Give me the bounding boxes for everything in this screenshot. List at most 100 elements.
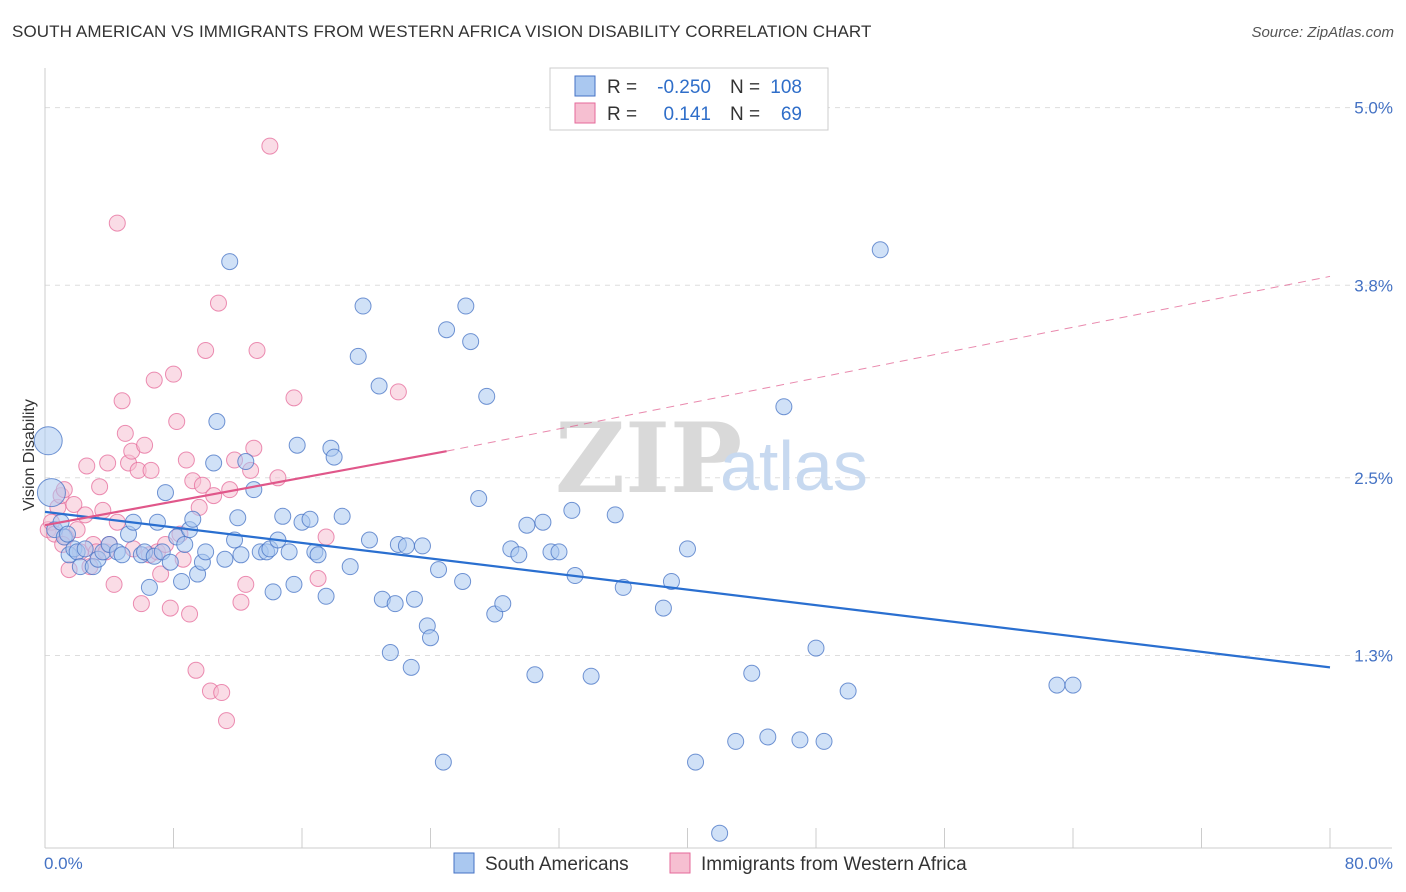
blue-point	[413, 537, 431, 555]
blue-point	[397, 537, 415, 555]
blue-point	[1048, 676, 1066, 694]
blue-point	[518, 516, 536, 534]
bottom-legend: South Americans Immigrants from Western …	[453, 852, 967, 875]
blue-point	[229, 509, 247, 527]
legend-n-label-pink: N =	[730, 104, 760, 125]
pink-point	[116, 424, 134, 442]
blue-point	[317, 587, 335, 605]
blue-point	[386, 595, 404, 613]
pink-point	[309, 570, 327, 587]
pink-point	[261, 137, 279, 155]
pink-point	[187, 661, 205, 679]
blue-point	[381, 644, 399, 662]
blue-point	[454, 572, 472, 590]
watermark: ZIP atlas	[555, 402, 868, 515]
pink-point	[76, 506, 94, 524]
blue-point	[354, 297, 372, 315]
pink-series-points	[39, 137, 407, 730]
pink-point	[165, 365, 182, 383]
blue-point	[871, 241, 889, 259]
blue-point	[173, 572, 191, 590]
trend-lines	[44, 275, 1331, 669]
blue-point	[759, 728, 777, 746]
blue-point	[232, 546, 250, 564]
blue-point	[176, 535, 194, 553]
pink-point	[181, 605, 199, 623]
blue-point	[33, 426, 63, 456]
blue-point	[422, 629, 439, 647]
blue-point	[237, 453, 255, 471]
pink-point	[197, 341, 215, 359]
pink-point	[248, 341, 266, 359]
x-tick-label-min: 0.0%	[44, 854, 83, 873]
blue-point	[526, 666, 544, 684]
legend-r-label-blue: R =	[607, 77, 637, 98]
pink-point	[213, 684, 231, 702]
blue-point	[216, 550, 234, 568]
blue-point	[274, 507, 292, 525]
blue-point	[36, 478, 66, 508]
blue-point	[679, 540, 696, 558]
y-tick-label: 1.3%	[1354, 647, 1393, 666]
blue-point	[360, 531, 378, 549]
pink-point	[193, 476, 211, 494]
blue-point	[341, 558, 359, 576]
blue-point	[534, 513, 552, 531]
blue-point	[76, 540, 94, 558]
blue-point	[285, 575, 303, 593]
blue-point	[197, 543, 215, 561]
blue-point	[563, 501, 581, 519]
blue-point	[654, 599, 672, 617]
pink-point	[168, 413, 186, 431]
blue-point	[434, 753, 452, 771]
pink-point	[132, 595, 150, 613]
pink-point	[145, 371, 163, 389]
bottom-legend-label-blue: South Americans	[485, 854, 629, 875]
blue-point	[280, 543, 298, 561]
pink-point	[136, 436, 154, 454]
pink-point	[78, 457, 96, 475]
blue-point	[301, 510, 319, 528]
blue-point	[264, 583, 282, 601]
pink-point	[317, 528, 335, 546]
blue-point	[1064, 676, 1082, 694]
pink-point	[232, 593, 250, 611]
blue-point	[430, 561, 448, 579]
blue-point	[58, 525, 76, 543]
blue-point	[184, 510, 202, 528]
legend-swatch-pink	[574, 102, 596, 124]
y-tick-labels: 1.3% 2.5% 3.8% 5.0%	[1354, 99, 1393, 666]
legend-swatch-blue	[574, 75, 596, 97]
blue-point	[815, 732, 833, 750]
blue-point	[711, 824, 729, 842]
watermark-atlas: atlas	[720, 427, 868, 505]
blue-point	[221, 253, 239, 271]
legend-r-value-pink: 0.141	[663, 104, 711, 125]
pink-point	[91, 478, 109, 496]
y-axis-title: Vision Disability	[21, 399, 38, 511]
legend-n-label-blue: N =	[730, 77, 760, 98]
blue-point	[208, 413, 226, 431]
blue-point	[791, 731, 809, 749]
axes	[44, 68, 1392, 849]
bottom-legend-swatch-pink	[669, 852, 691, 874]
pink-point	[161, 599, 179, 617]
blue-point	[325, 448, 343, 466]
pink-trend-line-extrapolated	[446, 275, 1331, 452]
blue-point	[161, 553, 179, 571]
pink-point	[113, 392, 131, 410]
blue-point	[140, 578, 158, 596]
blue-point	[462, 333, 480, 351]
blue-point	[606, 506, 624, 524]
pink-trend-line	[44, 450, 447, 527]
pink-point	[105, 575, 123, 593]
pink-point	[152, 565, 170, 583]
blue-point	[370, 377, 388, 395]
x-tick-label-max: 80.0%	[1345, 854, 1393, 873]
blue-trend-line	[44, 510, 1331, 669]
pink-point	[65, 495, 83, 513]
legend-r-label-pink: R =	[607, 104, 637, 125]
blue-point	[510, 546, 528, 564]
pink-point	[237, 575, 255, 593]
blue-point	[807, 639, 825, 657]
